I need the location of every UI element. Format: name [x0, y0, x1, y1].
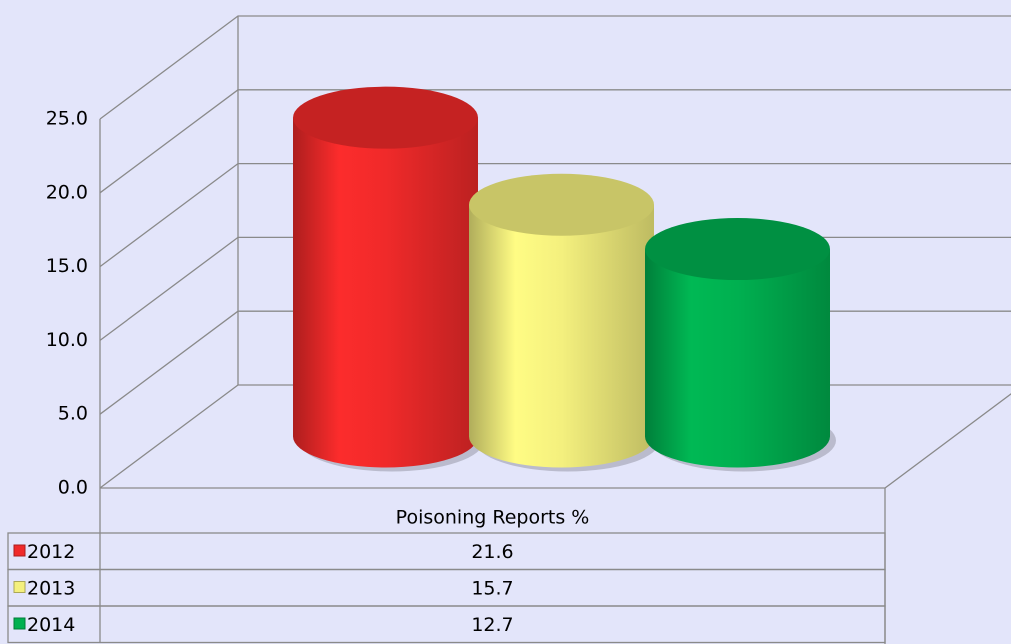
table-value: 15.7: [471, 577, 513, 599]
y-tick-label: 5.0: [58, 403, 88, 425]
bar-body: [293, 117, 478, 468]
legend-label: 2013: [27, 577, 75, 599]
bar-top: [293, 86, 478, 149]
table-value: 12.7: [471, 614, 513, 636]
y-tick-label: 15.0: [46, 255, 88, 277]
table-row: [7, 532, 886, 571]
bar-top: [469, 173, 654, 236]
bar-body: [645, 249, 830, 468]
y-tick-label: 25.0: [46, 108, 88, 130]
bar-body: [469, 204, 654, 468]
bar-top: [645, 218, 830, 281]
category-label: Poisoning Reports %: [396, 507, 590, 529]
y-tick-label: 20.0: [46, 181, 88, 203]
legend-label: 2012: [27, 541, 75, 563]
table-row: [7, 605, 886, 644]
y-tick-label: 10.0: [46, 329, 88, 351]
legend-swatch: [13, 617, 26, 630]
grid-line: [99, 15, 1011, 120]
y-tick-label: 0.0: [58, 477, 88, 499]
legend-swatch: [13, 581, 26, 593]
table-value: 21.6: [471, 541, 513, 563]
table-row: [7, 568, 886, 607]
legend-swatch: [13, 544, 26, 557]
legend-label: 2014: [27, 614, 75, 636]
